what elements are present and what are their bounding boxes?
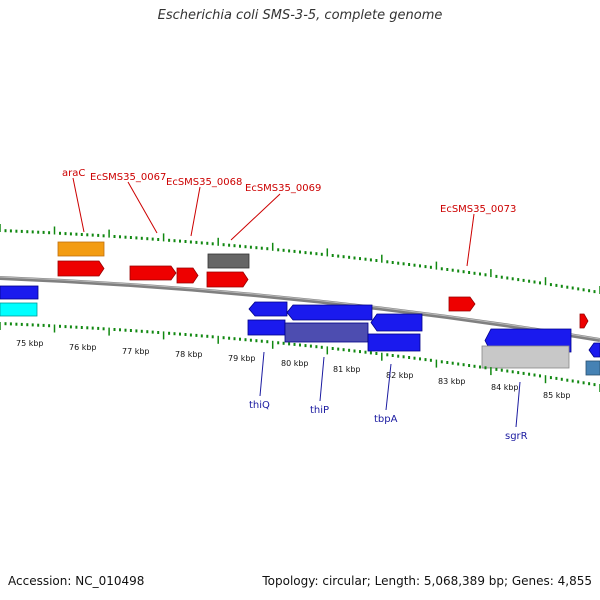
gene-arrow-ecsms35-0069[interactable] bbox=[206, 271, 249, 288]
scale-label-80: 80 kbp bbox=[281, 359, 309, 368]
pseudogene-feature-gray[interactable] bbox=[207, 253, 250, 269]
gene-label-tbpa[interactable]: tbpA bbox=[374, 414, 398, 425]
gene-arrow-edge[interactable] bbox=[579, 313, 589, 329]
gene-arrow-thip[interactable] bbox=[284, 322, 369, 343]
forward-label-leaders bbox=[72, 177, 475, 267]
gene-block-steel-blue[interactable] bbox=[585, 360, 600, 376]
gene-arrow-reverse-3[interactable] bbox=[370, 313, 423, 332]
gene-arrow-ecsms35-0067[interactable] bbox=[129, 265, 177, 281]
gene-block-left-blue[interactable] bbox=[0, 285, 39, 300]
gene-arrow-thiq[interactable] bbox=[247, 319, 286, 336]
gene-arrow-ecsms35-0073[interactable] bbox=[448, 296, 476, 312]
scale-label-81: 81 kbp bbox=[333, 365, 361, 374]
gene-label-arac[interactable]: araC bbox=[62, 168, 85, 179]
gene-label-sgrr[interactable]: sgrR bbox=[505, 431, 528, 442]
rna-feature-orange[interactable] bbox=[57, 241, 105, 257]
scale-label-76: 76 kbp bbox=[69, 343, 97, 352]
gene-label-ecsms35-0067[interactable]: EcSMS35_0067 bbox=[90, 172, 166, 183]
accession-label: Accession: NC_010498 bbox=[8, 574, 145, 588]
gene-arrow-ecsms35-0068[interactable] bbox=[176, 267, 199, 284]
gene-arrow-tbpa[interactable] bbox=[367, 333, 421, 352]
gene-arrow-reverse-2[interactable] bbox=[286, 304, 373, 321]
scale-label-77: 77 kbp bbox=[122, 347, 150, 356]
inner-tick-track bbox=[0, 322, 600, 392]
gene-arrow-arac[interactable] bbox=[57, 260, 105, 277]
scale-label-84: 84 kbp bbox=[491, 383, 519, 392]
scale-label-85: 85 kbp bbox=[543, 391, 571, 400]
scale-labels: 75 kbp 76 kbp 77 kbp 78 kbp 79 kbp 80 kb… bbox=[16, 339, 571, 400]
outer-tick-track bbox=[0, 224, 600, 294]
gene-label-ecsms35-0073[interactable]: EcSMS35_0073 bbox=[440, 204, 516, 215]
gene-label-ecsms35-0069[interactable]: EcSMS35_0069 bbox=[245, 183, 321, 194]
gene-label-thip[interactable]: thiP bbox=[310, 405, 329, 416]
map-title: Escherichia coli SMS-3-5, complete genom… bbox=[157, 8, 443, 23]
scale-label-83: 83 kbp bbox=[438, 377, 466, 386]
genome-backbone-highlight bbox=[0, 276, 600, 340]
gene-label-thiq[interactable]: thiQ bbox=[249, 400, 270, 411]
reverse-strand-features bbox=[0, 285, 600, 376]
genome-stats-label: Topology: circular; Length: 5,068,389 bp… bbox=[262, 574, 592, 588]
gene-arrow-reverse-1[interactable] bbox=[248, 301, 288, 317]
forward-gene-labels: araC EcSMS35_0067 EcSMS35_0068 EcSMS35_0… bbox=[62, 168, 516, 215]
genome-backbone bbox=[0, 276, 600, 342]
scale-label-78: 78 kbp bbox=[175, 350, 203, 359]
forward-strand-features bbox=[57, 241, 589, 329]
scale-label-82: 82 kbp bbox=[386, 371, 414, 380]
gene-label-ecsms35-0068[interactable]: EcSMS35_0068 bbox=[166, 177, 242, 188]
scale-label-75: 75 kbp bbox=[16, 339, 44, 348]
gene-block-left-cyan[interactable] bbox=[0, 302, 38, 317]
gene-block-light-gray[interactable] bbox=[481, 345, 570, 369]
scale-label-79: 79 kbp bbox=[228, 354, 256, 363]
gene-arrow-edge-blue[interactable] bbox=[588, 342, 600, 358]
reverse-label-leaders bbox=[259, 351, 521, 428]
reverse-gene-labels: thiQ thiP tbpA sgrR bbox=[249, 400, 528, 442]
